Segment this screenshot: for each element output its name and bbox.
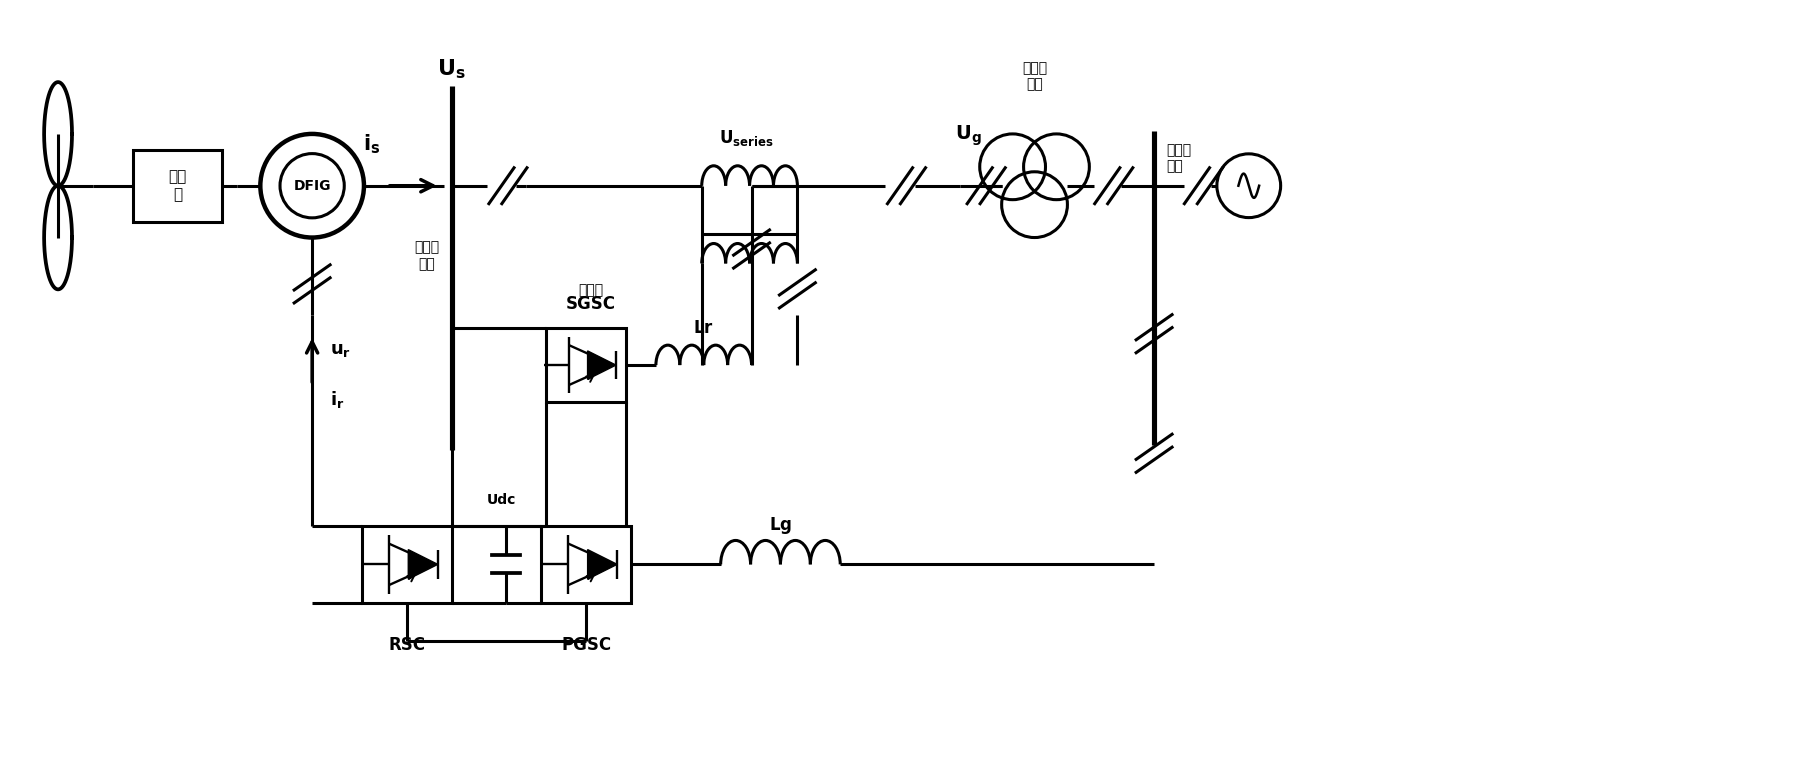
Polygon shape [587, 549, 616, 579]
Text: PGSC: PGSC [560, 636, 611, 654]
Text: $\mathbf{Lg}$: $\mathbf{Lg}$ [769, 515, 792, 536]
Polygon shape [587, 351, 616, 379]
Text: 静分岔: 静分岔 [578, 284, 604, 298]
Text: $\mathbf{i_r}$: $\mathbf{i_r}$ [330, 390, 344, 411]
Text: Udc: Udc [486, 493, 517, 507]
Text: $\mathbf{Lr}$: $\mathbf{Lr}$ [693, 319, 714, 337]
Bar [546, 328, 625, 402]
Text: 齿轮
箱: 齿轮 箱 [169, 170, 187, 202]
Polygon shape [408, 549, 437, 579]
Text: 风电场
母线: 风电场 母线 [1166, 143, 1191, 173]
Text: $\mathbf{U_s}$: $\mathbf{U_s}$ [437, 57, 466, 81]
Bar [363, 525, 451, 603]
Text: RSC: RSC [388, 636, 426, 654]
Text: DFIG: DFIG [294, 179, 332, 193]
Bar [132, 150, 223, 222]
Text: SGSC: SGSC [566, 295, 616, 313]
Text: $\mathbf{i_s}$: $\mathbf{i_s}$ [363, 133, 381, 156]
Text: $\mathbf{U_{series}}$: $\mathbf{U_{series}}$ [720, 128, 774, 148]
Text: $\mathbf{U_g}$: $\mathbf{U_g}$ [955, 123, 981, 148]
Bar [542, 525, 631, 603]
Text: 风电厂
母线: 风电厂 母线 [413, 240, 439, 270]
Text: $\mathbf{u_r}$: $\mathbf{u_r}$ [330, 341, 352, 359]
Text: 升压变
压器: 升压变 压器 [1023, 61, 1048, 91]
